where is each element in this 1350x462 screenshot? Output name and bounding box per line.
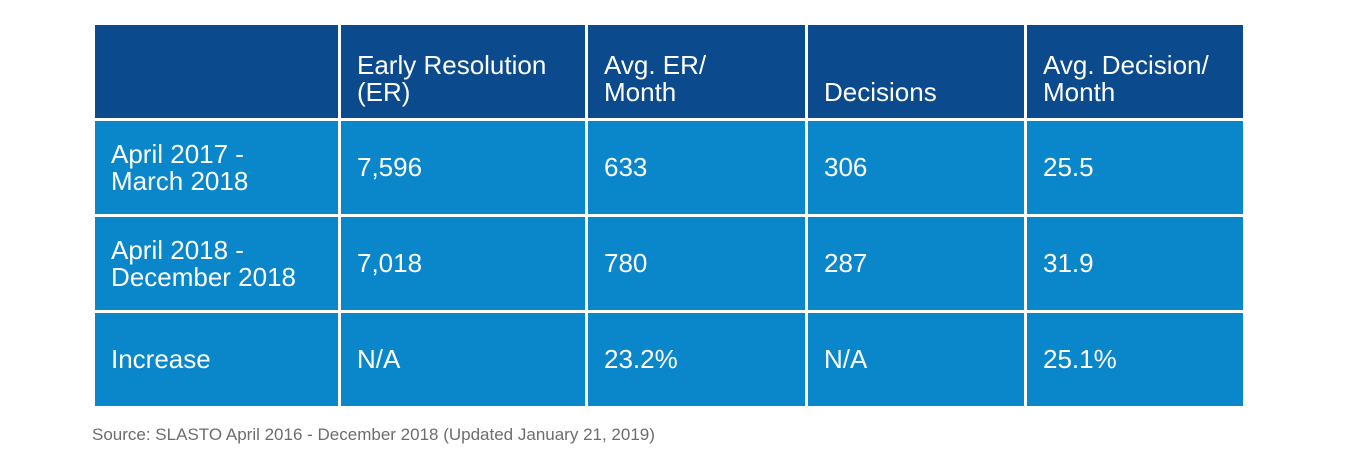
row-label-line: March 2018 <box>111 165 249 196</box>
cell-avg-decision-month: 31.9 <box>1024 214 1246 313</box>
source-note: Source: SLASTO April 2016 - December 201… <box>92 425 655 444</box>
header-cell-avg-decision-month: Avg. Decision/ Month <box>1024 22 1246 121</box>
cell-early-resolution: N/A <box>338 310 588 409</box>
row-label-cell: April 2017 - March 2018 <box>92 118 341 217</box>
row-label-line: Increase <box>111 344 211 374</box>
header-cell-empty <box>92 22 341 121</box>
header-line: Early Resolution <box>357 50 547 80</box>
data-table: Early Resolution (ER) Avg. ER/ Month Dec… <box>92 22 1246 409</box>
header-line: Month <box>604 77 677 107</box>
header-line: Avg. Decision/ <box>1043 50 1209 80</box>
header-cell-early-resolution: Early Resolution (ER) <box>338 22 588 121</box>
cell-decisions: 287 <box>805 214 1027 313</box>
header-cell-decisions: Decisions <box>805 22 1027 121</box>
cell-early-resolution: 7,018 <box>338 214 588 313</box>
header-row: Early Resolution (ER) Avg. ER/ Month Dec… <box>92 22 1246 121</box>
cell-avg-decision-month: 25.5 <box>1024 118 1246 217</box>
header-line: Month <box>1043 77 1116 107</box>
header-line: (ER) <box>357 77 411 107</box>
header-cell-avg-er-month: Avg. ER/ Month <box>585 22 808 121</box>
table-row: Increase N/A 23.2% N/A 25.1% <box>92 310 1246 409</box>
cell-avg-er-month: 633 <box>585 118 808 217</box>
row-label-line: December 2018 <box>111 261 296 292</box>
row-label-cell: April 2018 - December 2018 <box>92 214 341 313</box>
header-line: Avg. ER/ <box>604 50 707 80</box>
table-row: April 2018 - December 2018 7,018 780 287… <box>92 214 1246 313</box>
cell-avg-er-month: 23.2% <box>585 310 808 409</box>
header-line: Decisions <box>824 77 937 107</box>
row-label-line: April 2018 - <box>111 234 244 265</box>
row-label-cell: Increase <box>92 310 341 409</box>
cell-decisions: 306 <box>805 118 1027 217</box>
cell-avg-er-month: 780 <box>585 214 808 313</box>
cell-early-resolution: 7,596 <box>338 118 588 217</box>
table-row: April 2017 - March 2018 7,596 633 306 25… <box>92 118 1246 217</box>
cell-decisions: N/A <box>805 310 1027 409</box>
cell-avg-decision-month: 25.1% <box>1024 310 1246 409</box>
row-label-line: April 2017 - <box>111 138 244 169</box>
